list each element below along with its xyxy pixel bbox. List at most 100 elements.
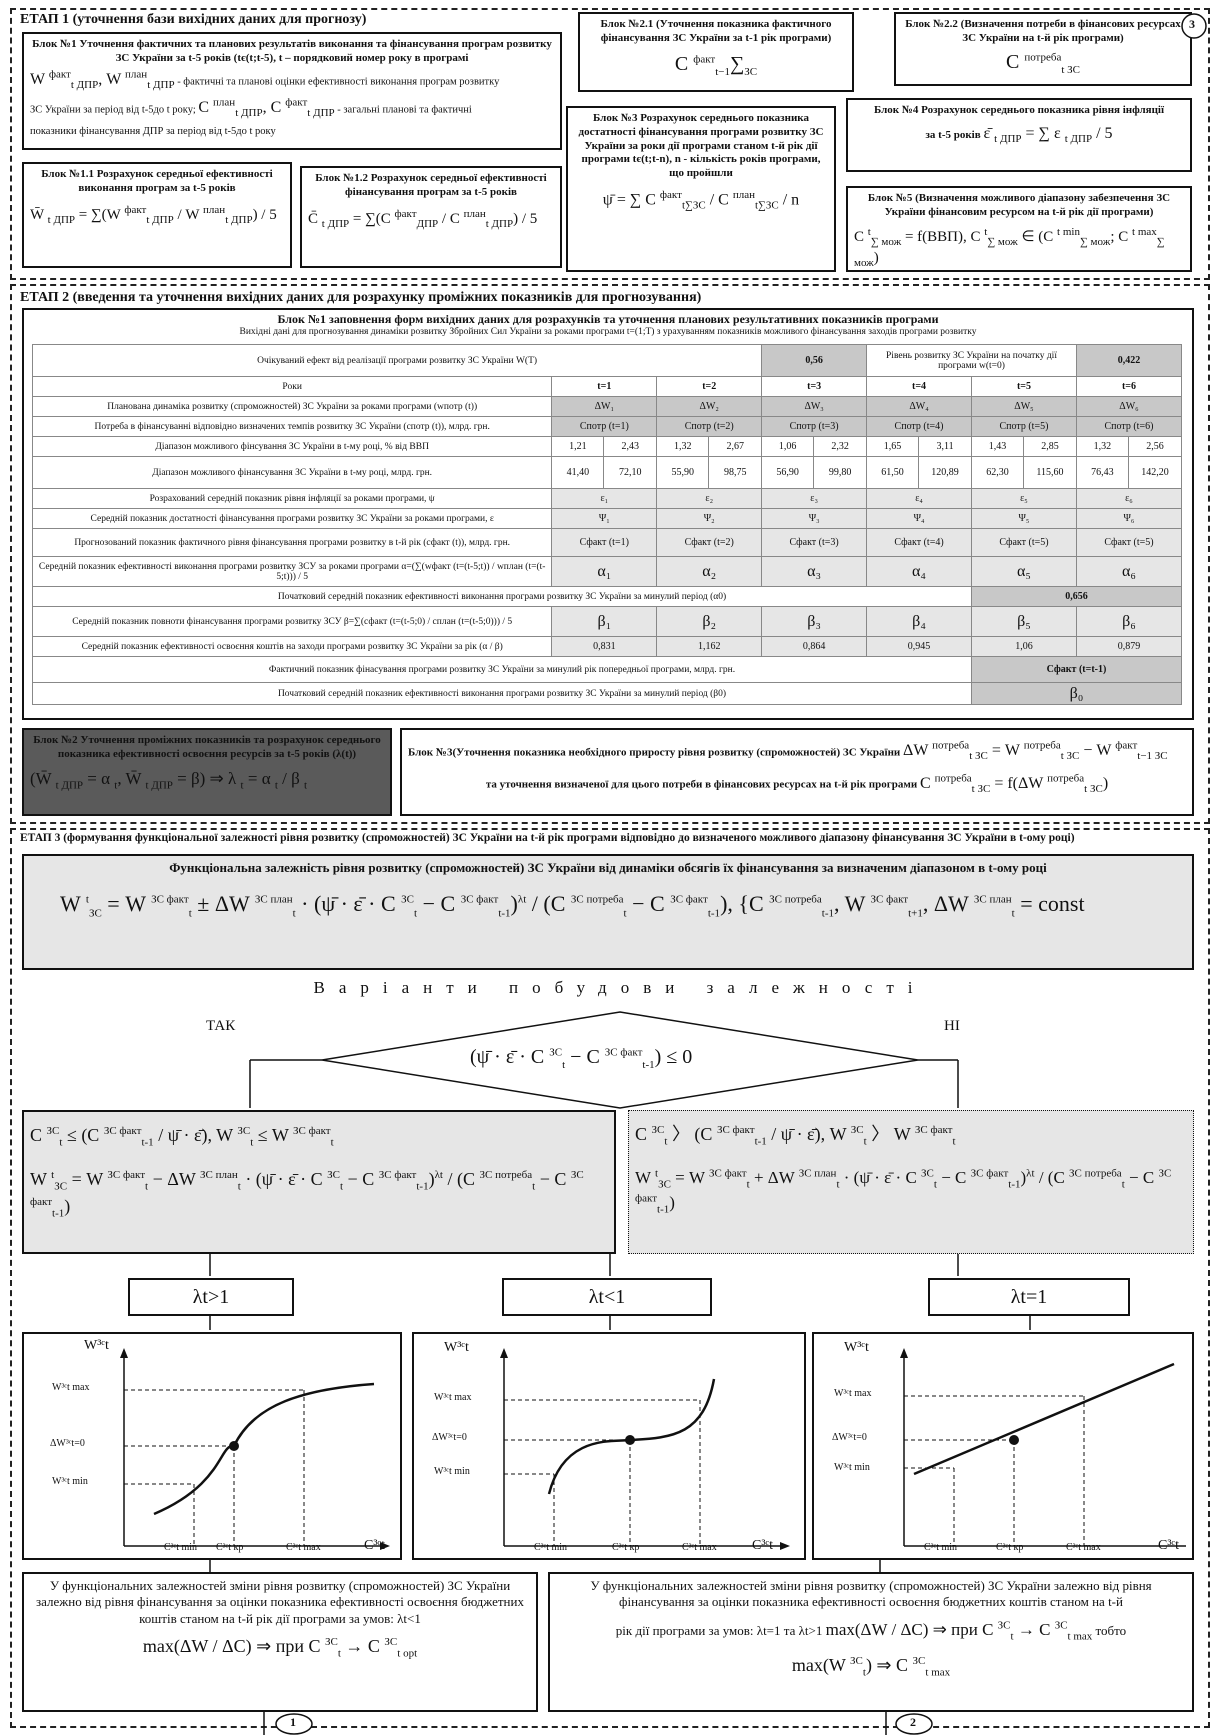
stage1-block12: Блок №1.2 Розрахунок середньої ефективно… [300,166,562,268]
prev-value: Сфакт (t=t-1) [1046,664,1107,675]
g1-wmax: W³ᶜt max [52,1382,90,1393]
conclusion-left: У функціональних залежностей зміни рівня… [22,1572,538,1712]
stage1-block4: Блок №4 Розрахунок середнього показника … [846,98,1192,172]
stage2-block3: Блок №3(Уточнення показника необхідного … [400,728,1194,816]
block5-title: Блок №5 (Визначення можливого діапазону … [867,192,1171,218]
block22-title: Блок №2.2 (Визначення потреби в фінансов… [905,18,1181,44]
beta-2: β₂ [656,606,763,637]
decision-formula: (ψ̄ · ε̄ · C ЗСt − C ЗС фактt-1) ≤ 0 [470,1046,693,1071]
effect-value: 0,56 [805,355,823,366]
conclusion-left-text: У функціональних залежностей зміни рівня… [36,1578,524,1626]
g3-cmax: C³ᶜt max [1066,1542,1101,1553]
g1-cmin: C³ᶜt min [164,1542,198,1553]
stage2-title: ЕТАП 2 (введення та уточнення вихідних д… [20,290,702,305]
year-4: t=4 [912,381,927,392]
yes-label: ТАК [206,1018,236,1034]
stage2-block2: Блок №2 Уточнення проміжних показників т… [22,728,392,816]
row-alpha: Середній показник ефективності виконання… [31,556,553,587]
stage1-block5: Блок №5 (Визначення можливого діапазону … [846,186,1192,272]
stage3-frame [10,828,1210,1728]
stage1-title: ЕТАП 1 (уточнення бази вихідних даних дл… [20,12,367,27]
row-uah: Діапазон можливого фінансування ЗС Украї… [31,456,553,489]
stage1-block22: Блок №2.2 (Визначення потреби в фінансов… [894,12,1192,86]
need-2: Спотр (t=2) [656,416,763,437]
g3-ckr: C³ᶜt кр [996,1542,1024,1553]
conclusion-right-text: У функціональних залежностей зміни рівня… [590,1578,1152,1610]
block1-text3: - загальні планові та фактичні [337,104,472,116]
block11-title: Блок №1.1 Розрахунок середньої ефективно… [41,168,273,194]
table-caption: Вихідні дані для прогнозування динаміки … [239,327,977,337]
g2-cmin: C³ᶜt min [534,1542,568,1553]
graph-lambda-lt1: W³ᶜt W³ᶜt max ΔW³ᶜt=0 W³ᶜt min C³ᶜt min … [412,1332,806,1560]
g1-ylabel: W³ᶜt [84,1338,109,1353]
g1-wmin: W³ᶜt min [52,1476,88,1487]
alpha-6: α₆ [1075,556,1183,587]
beta-4: β₄ [866,606,972,637]
g3-wmax: W³ᶜt max [834,1388,872,1399]
dyn-1: ΔW₁ [551,396,658,417]
block1-title: Блок №1 Уточнення фактичних та планових … [32,38,552,64]
block4-sub: за t-5 років [925,128,981,141]
conclusion-right-text3: тобто [1095,1622,1127,1638]
g2-cmax: C³ᶜt max [682,1542,717,1553]
function-box: Функціональна залежність рівня розвитку … [22,854,1194,970]
stage1-block3: Блок №3 Розрахунок середнього показника … [566,106,836,272]
g1-xlabel: C³ᶜt [364,1538,386,1553]
level-value: 0,422 [1117,355,1141,366]
need-4: Спотр (t=4) [866,416,972,437]
graph-lambda-gt1: W³ᶜt W³ᶜt max ΔW³ᶜt=0 W³ᶜt min C³ᶜt min … [22,1332,402,1560]
graph3-svg [900,1348,1186,1547]
graph1-svg [120,1348,390,1550]
stage2-block3-sub: та уточнення визначеної для цього потреб… [485,778,918,791]
fact-5: Сфакт (t=5) [971,528,1077,557]
g3-wmin: W³ᶜt min [834,1462,870,1473]
year-1: t=1 [597,381,612,392]
fact-3: Сфакт (t=3) [761,528,868,557]
block4-title: Блок №4 Розрахунок середнього показника … [873,104,1165,116]
g2-w0: ΔW³ᶜt=0 [432,1432,467,1443]
suff-1: Ψ₁ [551,508,658,529]
ab-6: 0,879 [1075,636,1183,657]
need-6: Спотр (t=6) [1075,416,1183,437]
suff-2: Ψ₂ [656,508,763,529]
conclusion-right: У функціональних залежностей зміни рівня… [548,1572,1194,1712]
infl-5: ε₅ [971,488,1077,509]
g3-xlabel: C³ᶜt [1158,1538,1180,1553]
g1-cmax: C³ᶜt max [286,1542,321,1553]
g1-ckr: C³ᶜt кр [216,1542,244,1553]
block1-text2: ЗС України за період від t-5до t року; [30,104,196,116]
block1-text1: - фактичні та планові оцінки ефективност… [177,75,500,87]
uah-cell: 99,80 [813,456,868,489]
ab-4: 0,945 [866,636,972,657]
stage1-block21: Блок №2.1 (Уточнення показника фактичног… [578,12,854,92]
dyn-2: ΔW₂ [656,396,763,417]
graph-lambda-eq1: W³ᶜt W³ᶜt max ΔW³ᶜt=0 W³ᶜt min C³ᶜt min … [812,1332,1194,1560]
g2-wmin: W³ᶜt min [434,1466,470,1477]
stage2-block1-title: Блок №1 заповнення форм вихідних даних д… [277,312,939,326]
stage1-circle [1181,13,1207,39]
alpha-5: α₅ [971,556,1077,587]
row-beta: Середній показник повноти фінансування п… [31,606,553,637]
block21-title: Блок №2.1 (Уточнення показника фактичног… [600,18,832,44]
need-1: Спотр (t=1) [551,416,658,437]
uah-cell: 72,10 [603,456,658,489]
beta-5: β₅ [971,606,1077,637]
g3-cmin: C³ᶜt min [924,1542,958,1553]
variants-label: Варіанти побудови залежності [313,978,927,997]
g3-w0: ΔW³ᶜt=0 [832,1432,867,1443]
alpha-1: α₁ [551,556,658,587]
data-table: Очікуваний ефект від реалізації програми… [31,344,1183,705]
circle-1 [275,1713,313,1735]
lambda-eq1-box: λt=1 [928,1278,1130,1316]
decision-diamond [321,1011,919,1109]
function-title: Функціональна залежність рівня розвитку … [169,860,1047,875]
g2-xlabel: C³ᶜt [752,1538,774,1553]
lambda-gt1-box: λt>1 [128,1278,294,1316]
stage2-frame [10,284,1210,824]
row-prev: Фактичний показник фінасування програми … [32,656,972,683]
suff-3: Ψ₃ [761,508,868,529]
circle-2-label: 2 [910,1715,916,1729]
block3-title: Блок №3 Розрахунок середнього показника … [578,112,824,179]
stage1-frame [10,8,1210,280]
year-3: t=3 [807,381,822,392]
